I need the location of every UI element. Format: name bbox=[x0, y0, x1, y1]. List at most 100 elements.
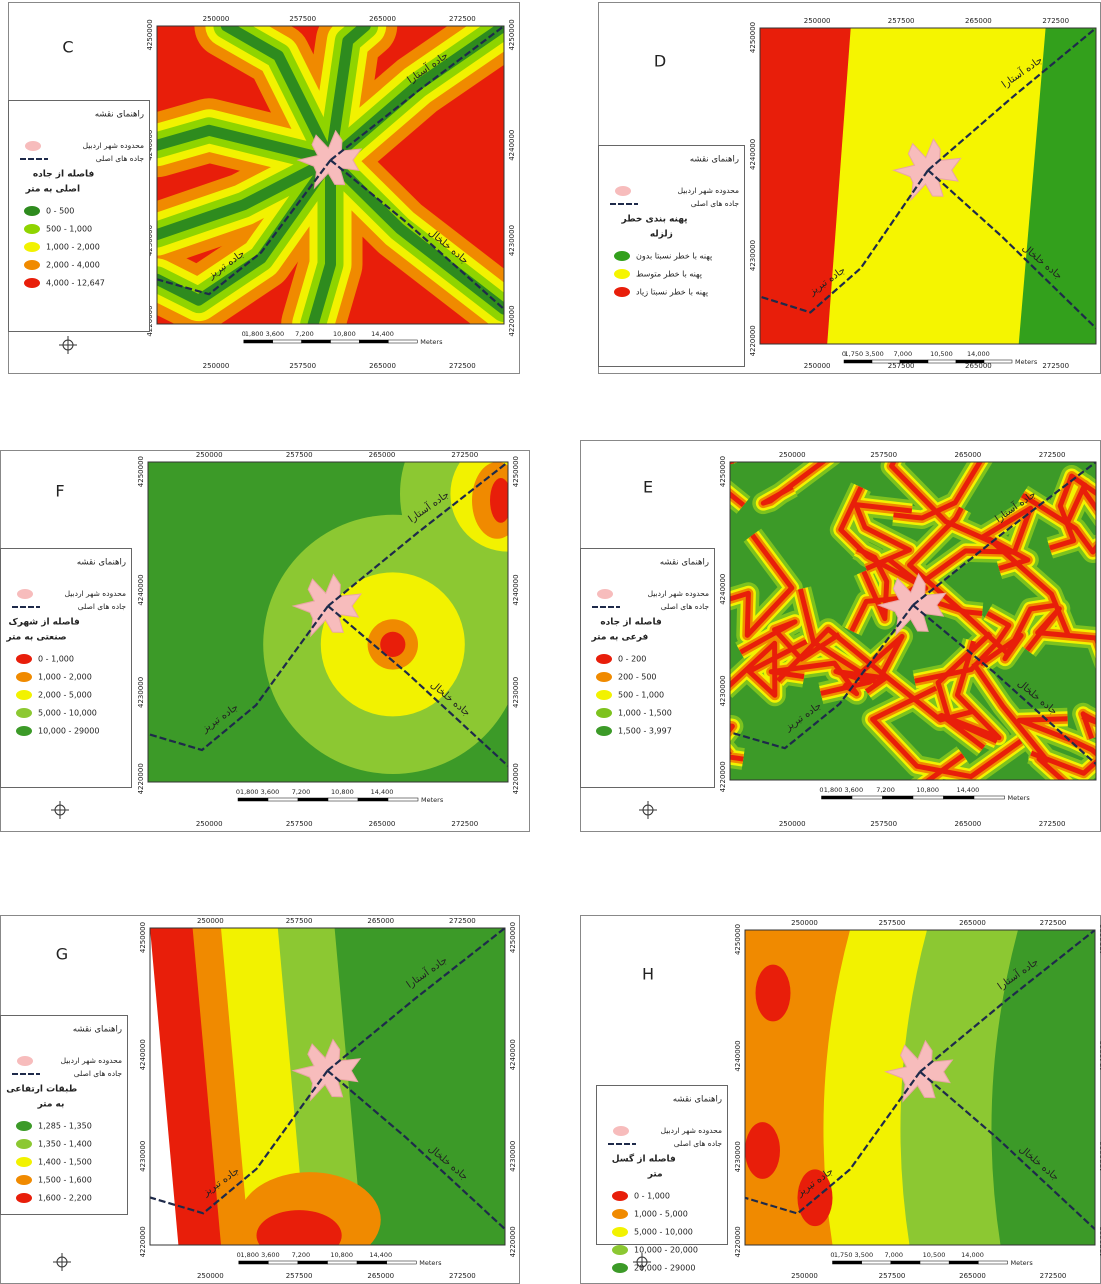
y-coordinate: 4220000 bbox=[139, 1226, 147, 1257]
legend-box bbox=[596, 1085, 728, 1245]
y-coordinate: 4240000 bbox=[749, 139, 757, 170]
legend-item: 4,000 - 12,647 bbox=[46, 279, 105, 288]
buffer-zone bbox=[730, 533, 795, 638]
y-coordinate: 4240000 bbox=[139, 1039, 147, 1070]
legend-item: 200 - 500 bbox=[618, 673, 657, 682]
scale-label: 0 bbox=[236, 788, 240, 796]
scale-label: 14,000 bbox=[967, 350, 990, 358]
x-coordinate: 257500 bbox=[870, 820, 897, 828]
scale-unit: Meters bbox=[1015, 358, 1038, 366]
north-arrow bbox=[633, 1253, 651, 1271]
scale-segment bbox=[912, 795, 944, 800]
scale-segment bbox=[948, 1260, 979, 1265]
legend-city-swatch bbox=[597, 589, 613, 599]
x-coordinate: 265000 bbox=[965, 17, 992, 25]
legend-road: جاده های اصلی bbox=[74, 1069, 123, 1078]
buffer-zone bbox=[325, 26, 504, 166]
legend-city-swatch bbox=[17, 1056, 33, 1066]
legend-box bbox=[580, 548, 715, 788]
y-coordinate: 4240000 bbox=[137, 574, 145, 605]
scale-segment bbox=[359, 339, 389, 344]
buffer-zone bbox=[739, 619, 841, 662]
y-coordinate: 4250000 bbox=[512, 456, 520, 487]
y-coordinate: 4230000 bbox=[719, 675, 727, 706]
x-coordinate: 250000 bbox=[791, 1272, 818, 1280]
scale-label: 7,200 bbox=[876, 786, 895, 794]
legend-box bbox=[0, 1015, 128, 1215]
legend-heading: فاصله از شهرک bbox=[9, 618, 80, 628]
scale-segment bbox=[983, 359, 1013, 364]
legend-swatch bbox=[24, 278, 40, 288]
buffer-zone bbox=[889, 462, 1010, 552]
buffer-zone bbox=[1063, 482, 1096, 527]
buffer-zone bbox=[220, 26, 336, 166]
legend-road: جاده های اصلی bbox=[691, 199, 740, 208]
north-arrow bbox=[59, 336, 77, 354]
scale-label: 14,400 bbox=[371, 330, 394, 338]
scale-label: 14,400 bbox=[957, 786, 980, 794]
legend-swatch bbox=[612, 1263, 628, 1273]
city-boundary bbox=[291, 1038, 362, 1102]
y-coordinate: 4250000 bbox=[509, 922, 517, 953]
buffer-zone bbox=[1025, 606, 1096, 652]
buffer-zone bbox=[307, 154, 336, 324]
x-coordinate: 257500 bbox=[888, 362, 915, 370]
x-coordinate: 272500 bbox=[1040, 1272, 1067, 1280]
buffer-zone bbox=[157, 154, 336, 306]
scale-segment bbox=[387, 797, 419, 802]
scale-label: 10,800 bbox=[333, 330, 356, 338]
x-coordinate: 265000 bbox=[959, 1272, 986, 1280]
x-coordinate: 257500 bbox=[286, 820, 313, 828]
scale-segment bbox=[973, 795, 1005, 800]
legend-item: 0 - 1,000 bbox=[634, 1192, 670, 1201]
legend-title: راهنمای نقشه bbox=[73, 1025, 122, 1035]
legend-item: پهنه با خطر نسبتا بدون bbox=[636, 252, 712, 261]
buffer-zone bbox=[157, 124, 336, 166]
legend-title: راهنمای نقشه bbox=[95, 110, 144, 120]
x-coordinate: 272500 bbox=[451, 820, 478, 828]
y-coordinate: 4220000 bbox=[749, 325, 757, 356]
y-coordinate: 4220000 bbox=[719, 761, 727, 792]
x-coordinate: 250000 bbox=[197, 1272, 224, 1280]
y-coordinate: 4240000 bbox=[734, 1040, 742, 1071]
buffer-zone bbox=[939, 640, 1002, 750]
x-coordinate: 257500 bbox=[289, 15, 316, 23]
scale-segment bbox=[861, 1260, 892, 1265]
y-coordinate: 4230000 bbox=[749, 240, 757, 271]
legend-heading: فاصله از گسل bbox=[612, 1153, 676, 1165]
scale-segment bbox=[386, 1260, 417, 1265]
legend-road: جاده های اصلی bbox=[661, 602, 710, 611]
x-coordinate: 257500 bbox=[286, 451, 313, 459]
y-coordinate: 4240000 bbox=[508, 130, 516, 161]
y-coordinate: 4230000 bbox=[1099, 1141, 1101, 1172]
legend-item: 1,350 - 1,400 bbox=[38, 1140, 92, 1149]
main-road bbox=[760, 169, 929, 314]
y-coordinate: 4250000 bbox=[137, 456, 145, 487]
scale-unit: Meters bbox=[420, 338, 443, 346]
legend-swatch bbox=[16, 690, 32, 700]
x-coordinate: 265000 bbox=[369, 820, 396, 828]
x-coordinate: 250000 bbox=[196, 820, 223, 828]
x-coordinate: 257500 bbox=[879, 919, 906, 927]
scale-label: 14,400 bbox=[369, 1251, 392, 1259]
legend-city-swatch bbox=[615, 186, 631, 196]
legend-item: 1,000 - 5,000 bbox=[634, 1210, 688, 1219]
main-road bbox=[927, 28, 1096, 172]
city-boundary bbox=[291, 573, 363, 638]
x-coordinate: 265000 bbox=[965, 362, 992, 370]
scale-segment bbox=[943, 795, 975, 800]
y-coordinate: 4240000 bbox=[509, 1039, 517, 1070]
buffer-zone bbox=[1030, 750, 1096, 776]
scale-label: 0 bbox=[237, 1251, 241, 1259]
x-coordinate: 272500 bbox=[1039, 820, 1066, 828]
buffer-zone bbox=[979, 602, 1055, 667]
legend-item: پهنه با خطر نسبتا زیاد bbox=[636, 288, 708, 297]
legend-item: 1,285 - 1,350 bbox=[38, 1122, 92, 1131]
scale-label: 10,500 bbox=[923, 1251, 946, 1259]
legend-title: راهنمای نقشه bbox=[77, 558, 126, 568]
y-coordinate: 4230000 bbox=[508, 225, 516, 256]
scale-segment bbox=[927, 359, 957, 364]
legend-city: محدوده شهر اردبیل bbox=[61, 1056, 122, 1065]
